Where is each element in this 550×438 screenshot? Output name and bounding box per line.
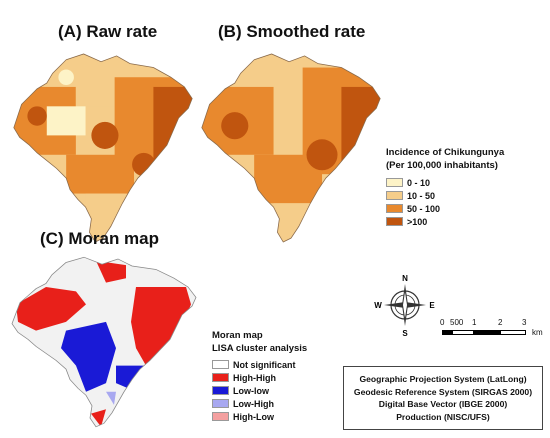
scale-segment — [452, 330, 474, 335]
legend-label: 10 - 50 — [407, 190, 436, 201]
legend-row-10-50: 10 - 50 — [386, 189, 504, 202]
moran-row-low-low: Low-low — [212, 384, 307, 397]
credit-base-vector: Digital Base Vector (IBGE 2000) — [378, 399, 508, 409]
scale-segment — [474, 330, 500, 335]
legend-row-50-100: 50 - 100 — [386, 202, 504, 215]
scale-label-3: 3 — [522, 318, 527, 327]
moran-map — [11, 256, 197, 428]
moran-row-low-high: Low-High — [212, 397, 307, 410]
compass-rose-icon: N S E W — [374, 274, 435, 338]
legend-label: High-High — [233, 372, 276, 383]
compass-e: E — [429, 301, 435, 310]
legend-swatch — [386, 178, 403, 187]
moran-map-title: (C) Moran map — [40, 229, 159, 248]
legend-swatch — [386, 217, 403, 226]
scale-segment — [500, 330, 526, 335]
scale-label-1: 1 — [472, 318, 477, 327]
moran-legend-title: Moran map — [212, 330, 263, 341]
raw-rate-map — [13, 53, 193, 243]
scale-label-2: 2 — [498, 318, 503, 327]
legend-label: High-Low — [233, 411, 274, 422]
scale-label-500: 500 — [450, 318, 464, 327]
credit-production: Production (NISC/UFS) — [396, 411, 490, 422]
moran-legend: Moran map LISA cluster analysis Not sign… — [212, 329, 307, 423]
credit-projection: Geographic Projection System (LatLong) — [359, 374, 527, 384]
credits-box: Geographic Projection System (LatLong) G… — [343, 366, 543, 430]
legend-row-gt-100: >100 — [386, 215, 504, 228]
legend-label: Low-low — [233, 385, 269, 396]
scale-bar: 0 500 1 2 3 km — [440, 318, 543, 348]
legend-label: >100 — [407, 216, 428, 227]
legend-row-0-10: 0 - 10 — [386, 176, 504, 189]
smoothed-rate-title: (B) Smoothed rate — [218, 22, 366, 41]
legend-label: 0 - 10 — [407, 177, 431, 188]
moran-row-not-significant: Not significant — [212, 358, 307, 371]
incidence-legend-title: Incidence of Chikungunya — [386, 147, 505, 158]
legend-swatch — [386, 204, 403, 213]
compass-n: N — [402, 274, 408, 283]
scale-segment — [442, 330, 452, 335]
raw-rate-title: (A) Raw rate — [58, 22, 158, 41]
legend-swatch — [386, 191, 403, 200]
legend-swatch — [212, 360, 229, 369]
compass-w: W — [374, 301, 382, 310]
legend-label: Not significant — [233, 359, 296, 370]
moran-row-high-high: High-High — [212, 371, 307, 384]
scale-unit: km — [532, 328, 543, 337]
smoothed-rate-map — [201, 53, 381, 243]
legend-swatch — [212, 412, 229, 421]
scale-label-0: 0 — [440, 318, 445, 327]
moran-legend-subtitle: LISA cluster analysis — [212, 343, 308, 354]
legend-swatch — [212, 399, 229, 408]
moran-row-high-low: High-Low — [212, 410, 307, 423]
compass-s: S — [402, 329, 408, 338]
legend-swatch — [212, 373, 229, 382]
incidence-legend: Incidence of Chikungunya (Per 100,000 in… — [386, 146, 504, 228]
legend-label: 50 - 100 — [407, 203, 441, 214]
incidence-legend-subtitle: (Per 100,000 inhabitants) — [386, 160, 498, 171]
credit-reference: Geodesic Reference System (SIRGAS 2000) — [353, 386, 533, 397]
legend-swatch — [212, 386, 229, 395]
legend-label: Low-High — [233, 398, 274, 409]
